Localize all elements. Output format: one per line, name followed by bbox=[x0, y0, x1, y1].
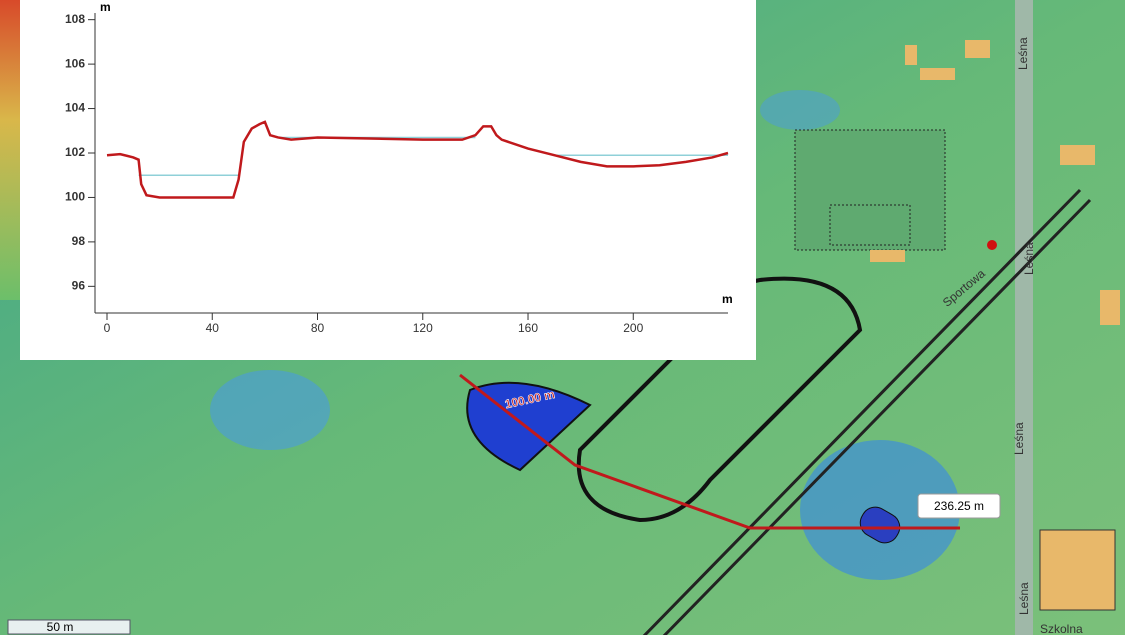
x-tick-label: 160 bbox=[518, 321, 538, 335]
elevation-profile: m m 96 98 100 102 104 106 108 0 40 80 120 160 200 bbox=[65, 0, 733, 335]
street-label: Leśna bbox=[1016, 37, 1030, 70]
y-tick-label: 102 bbox=[65, 145, 85, 159]
y-tick-label: 100 bbox=[65, 190, 85, 204]
x-unit: m bbox=[722, 292, 733, 306]
total-label: 236.25 m bbox=[934, 499, 984, 513]
street-label: Leśna bbox=[1012, 422, 1026, 455]
profile-line bbox=[106, 120, 729, 199]
y-tick-label: 106 bbox=[65, 56, 85, 70]
x-tick-label: 120 bbox=[413, 321, 433, 335]
street-label: Szkolna bbox=[1040, 622, 1083, 635]
total-label-box bbox=[917, 493, 1001, 519]
y-unit: m bbox=[100, 0, 111, 14]
scale-label: 50 m bbox=[47, 620, 74, 634]
y-tick-label: 96 bbox=[72, 279, 86, 293]
profile-panel bbox=[20, 0, 756, 360]
x-tick-label: 200 bbox=[623, 321, 643, 335]
scale-bar bbox=[7, 619, 131, 635]
x-tick-label: 40 bbox=[206, 321, 220, 335]
y-tick-label: 104 bbox=[65, 101, 85, 115]
y-tick-label: 108 bbox=[65, 12, 85, 26]
y-tick-label: 98 bbox=[72, 234, 86, 248]
x-tick-label: 0 bbox=[104, 321, 111, 335]
street-label: Leśna bbox=[1017, 582, 1031, 615]
x-tick-label: 80 bbox=[311, 321, 325, 335]
street-label: Leśna bbox=[1022, 242, 1036, 275]
